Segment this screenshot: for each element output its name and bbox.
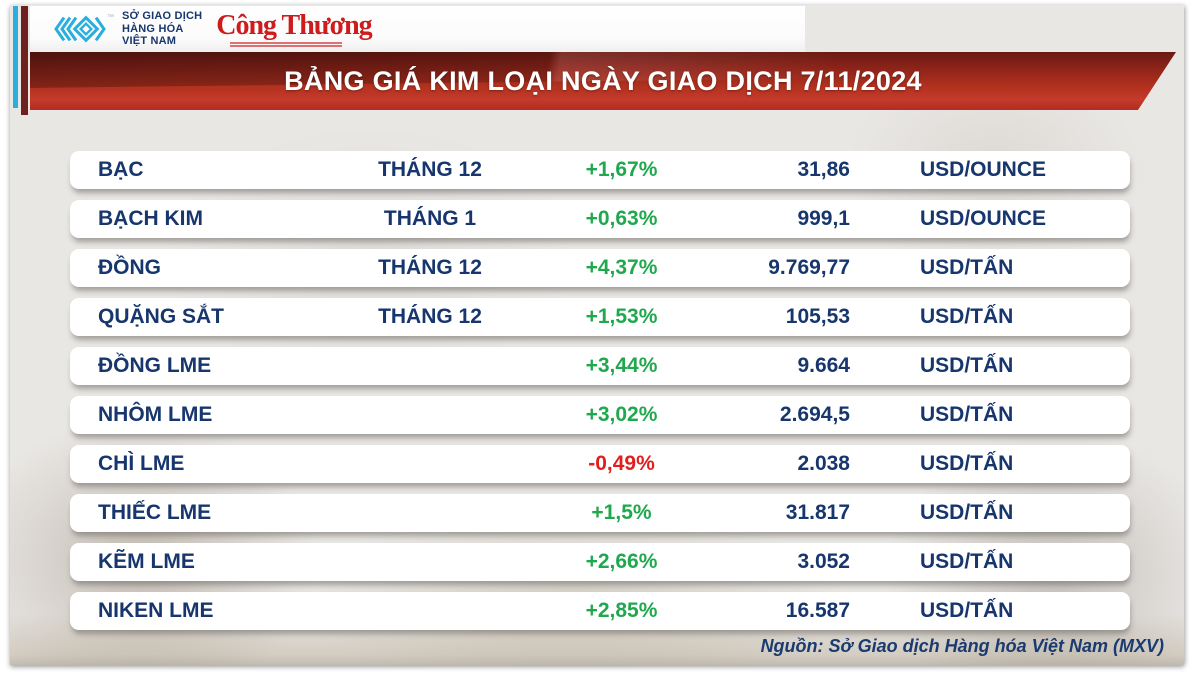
congthuong-tagline [230, 41, 343, 47]
title-banner: BẢNG GIÁ KIM LOẠI NGÀY GIAO DỊCH 7/11/20… [30, 52, 1176, 110]
table-row: QUẶNG SẮT THÁNG 12 +1,53% 105,53 USD/TẤN [70, 298, 1130, 336]
contract-month: THÁNG 12 [378, 158, 482, 181]
source-credit: Nguồn: Sở Giao dịch Hàng hóa Việt Nam (M… [760, 636, 1164, 656]
infographic-canvas: ™ SỞ GIAO DỊCH HÀNG HÓA VIỆT NAM Công Th… [10, 5, 1184, 665]
change-percent: +1,53% [585, 305, 658, 328]
accent-stripe-cyan [13, 6, 18, 108]
table-row: NHÔM LME +3,02% 2.694,5 USD/TẤN [70, 396, 1130, 434]
change-percent: -0,49% [588, 452, 655, 475]
metal-name: KẼM LME [98, 550, 195, 573]
price-unit: USD/TẤN [920, 501, 1014, 524]
price-unit: USD/TẤN [920, 452, 1014, 475]
mxv-logo: ™ SỞ GIAO DỊCH HÀNG HÓA VIỆT NAM [54, 10, 202, 48]
metal-name: BẠCH KIM [98, 207, 203, 230]
price-value: 3.052 [797, 550, 850, 573]
accent-stripe-maroon [21, 6, 28, 115]
contract-month: THÁNG 12 [378, 256, 482, 279]
table-row: BẠC THÁNG 12 +1,67% 31,86 USD/OUNCE [70, 151, 1130, 189]
mxv-wordmark-line: VIỆT NAM [122, 35, 177, 48]
change-percent: +0,63% [585, 207, 658, 230]
price-value: 2.694,5 [779, 403, 850, 426]
page-title: BẢNG GIÁ KIM LOẠI NGÀY GIAO DỊCH 7/11/20… [284, 65, 922, 96]
price-value: 105,53 [785, 305, 850, 328]
price-value: 16.587 [785, 599, 850, 622]
price-unit: USD/TẤN [920, 256, 1014, 279]
price-unit: USD/TẤN [920, 403, 1014, 426]
change-percent: +2,85% [585, 599, 658, 622]
congthuong-wordmark: Công Thương [216, 9, 372, 41]
contract-month: THÁNG 12 [378, 305, 482, 328]
price-unit: USD/OUNCE [920, 158, 1047, 181]
mxv-trademark: ™ [107, 14, 114, 22]
change-percent: +4,37% [585, 256, 658, 279]
price-unit: USD/TẤN [920, 599, 1014, 622]
mxv-wordmark-line: HÀNG HÓA [122, 22, 184, 35]
metal-name: NHÔM LME [98, 403, 213, 426]
change-percent: +3,02% [585, 403, 658, 426]
mxv-chevron-diamond-icon [54, 15, 106, 43]
price-unit: USD/TẤN [920, 305, 1014, 328]
change-percent: +1,5% [591, 501, 652, 524]
table-row: KẼM LME +2,66% 3.052 USD/TẤN [70, 543, 1130, 581]
change-percent: +1,67% [585, 158, 658, 181]
price-table: BẠC THÁNG 12 +1,67% 31,86 USD/OUNCE BẠCH… [70, 151, 1130, 641]
header-logo-bar: ™ SỞ GIAO DỊCH HÀNG HÓA VIỆT NAM Công Th… [30, 6, 805, 52]
price-value: 999,1 [797, 207, 850, 230]
metal-name: QUẶNG SẮT [98, 305, 224, 328]
price-unit: USD/TẤN [920, 550, 1014, 573]
change-percent: +3,44% [585, 354, 658, 377]
metal-name: BẠC [98, 158, 144, 181]
price-unit: USD/OUNCE [920, 207, 1047, 230]
change-percent: +2,66% [585, 550, 658, 573]
metal-name: NIKEN LME [98, 599, 214, 622]
table-row: ĐỒNG LME +3,44% 9.664 USD/TẤN [70, 347, 1130, 385]
price-value: 9.664 [797, 354, 850, 377]
table-row: NIKEN LME +2,85% 16.587 USD/TẤN [70, 592, 1130, 630]
price-value: 31.817 [785, 501, 850, 524]
metal-name: ĐỒNG LME [98, 354, 212, 377]
metal-name: CHÌ LME [98, 452, 185, 475]
table-row: THIẾC LME +1,5% 31.817 USD/TẤN [70, 494, 1130, 532]
metal-name: ĐỒNG [98, 256, 161, 279]
price-unit: USD/TẤN [920, 354, 1014, 377]
price-value: 9.769,77 [768, 256, 850, 279]
table-row: BẠCH KIM THÁNG 1 +0,63% 999,1 USD/OUNCE [70, 200, 1130, 238]
price-value: 2.038 [797, 452, 850, 475]
price-value: 31,86 [797, 158, 850, 181]
table-row: ĐỒNG THÁNG 12 +4,37% 9.769,77 USD/TẤN [70, 249, 1130, 287]
mxv-wordmark-line: SỞ GIAO DỊCH [122, 10, 203, 23]
table-row: CHÌ LME -0,49% 2.038 USD/TẤN [70, 445, 1130, 483]
congthuong-logo: Công Thương [216, 9, 373, 47]
mxv-wordmark: SỞ GIAO DỊCH HÀNG HÓA VIỆT NAM [122, 10, 202, 48]
metal-name: THIẾC LME [98, 501, 212, 524]
contract-month: THÁNG 1 [383, 207, 477, 230]
